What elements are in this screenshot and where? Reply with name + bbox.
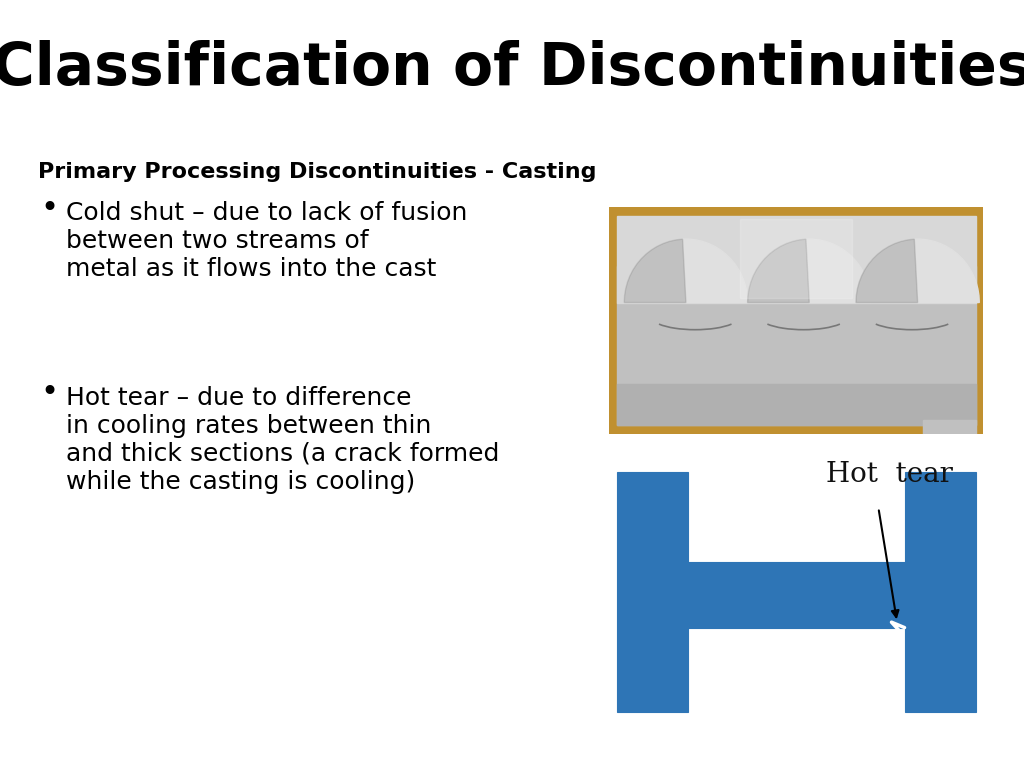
Polygon shape	[625, 239, 686, 303]
Bar	[616, 384, 976, 425]
Text: while the casting is cooling): while the casting is cooling)	[66, 470, 416, 494]
Text: Cold shut – due to lack of fusion: Cold shut – due to lack of fusion	[66, 201, 467, 225]
Bar	[616, 472, 688, 712]
Polygon shape	[748, 239, 870, 303]
Bar	[616, 266, 976, 425]
Text: and thick sections (a crack formed: and thick sections (a crack formed	[66, 442, 500, 466]
Text: •: •	[40, 194, 58, 223]
Text: in cooling rates between thin: in cooling rates between thin	[66, 414, 431, 438]
Polygon shape	[856, 239, 979, 303]
Bar	[740, 219, 852, 298]
Bar	[616, 217, 976, 303]
Text: Primary Processing Discontinuities - Casting: Primary Processing Discontinuities - Cas…	[38, 162, 597, 182]
Text: •: •	[40, 379, 58, 408]
Polygon shape	[856, 239, 918, 303]
Polygon shape	[625, 239, 748, 303]
Text: Hot tear – due to difference: Hot tear – due to difference	[66, 386, 412, 410]
Bar	[924, 420, 976, 434]
Text: metal as it flows into the cast: metal as it flows into the cast	[66, 257, 436, 281]
Text: between two streams of: between two streams of	[66, 229, 369, 253]
Text: Classification of Discontinuities: Classification of Discontinuities	[0, 39, 1024, 97]
Bar	[688, 562, 904, 627]
Text: Hot  tear: Hot tear	[826, 462, 953, 488]
Bar	[904, 472, 976, 712]
Polygon shape	[748, 239, 809, 303]
